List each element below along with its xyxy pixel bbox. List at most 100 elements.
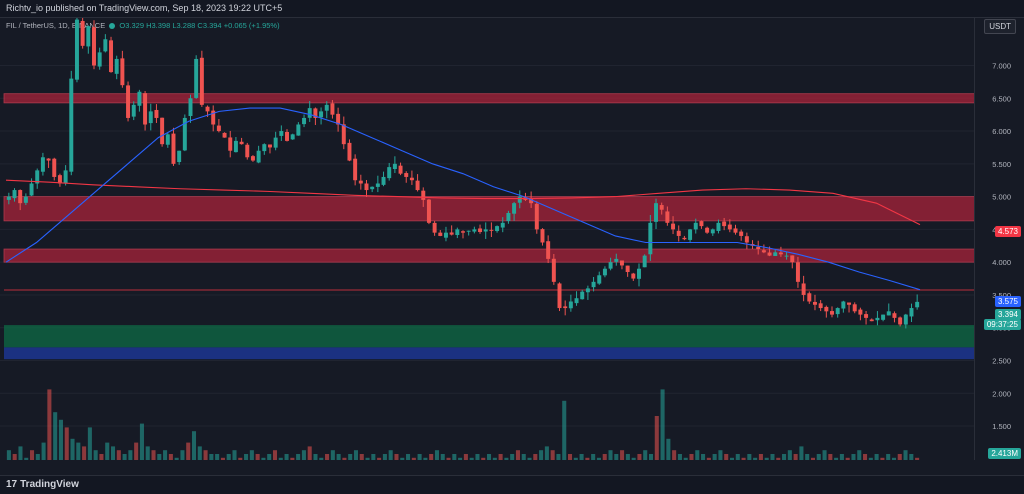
volume-bar: [47, 389, 52, 460]
volume-bar: [394, 454, 399, 460]
symbol-legend: FIL / TetherUS, 1D, BINANCE O3.329 H3.39…: [6, 21, 280, 30]
volume-bar: [197, 446, 202, 460]
volume-bar: [203, 450, 208, 460]
volume-bar: [504, 457, 509, 460]
volume-bar: [267, 454, 272, 460]
y-tick-label: 5.500: [992, 160, 1011, 169]
candle-down: [404, 173, 409, 177]
candle-down: [120, 58, 125, 86]
legend-low: L3.288: [172, 21, 196, 30]
candle-down: [415, 180, 420, 191]
candle-down: [733, 228, 738, 233]
volume-bar: [857, 450, 862, 460]
candle-up: [608, 262, 613, 269]
volume-bar: [515, 450, 520, 460]
candle-down: [739, 231, 744, 236]
candle-up: [148, 111, 153, 124]
candle-down: [18, 190, 23, 204]
candle-up: [23, 196, 28, 203]
candle-up: [307, 108, 312, 118]
candle-down: [812, 301, 817, 305]
candle-down: [211, 110, 216, 125]
candle-up: [12, 190, 17, 199]
candle-down: [171, 133, 176, 164]
volume-bar: [805, 454, 810, 460]
volume-bar: [87, 427, 92, 460]
volume-bar: [238, 457, 243, 460]
candle-down: [57, 175, 62, 184]
volume-bar: [620, 450, 625, 460]
candle-down: [222, 132, 227, 138]
currency-button[interactable]: USDT: [984, 19, 1016, 34]
volume-bar: [591, 454, 596, 460]
volume-bar: [701, 454, 706, 460]
candle-up: [710, 229, 715, 234]
volume-bar: [70, 438, 75, 460]
price-axis[interactable]: [974, 18, 1024, 460]
candle-up: [602, 268, 607, 276]
candle-down: [398, 165, 403, 174]
volume-bar: [82, 446, 87, 460]
volume-bar: [296, 454, 301, 460]
legend-open: O3.329: [119, 21, 144, 30]
volume-bar: [180, 450, 185, 460]
volume-bar: [724, 454, 729, 460]
candle-down: [824, 306, 829, 312]
candle-down: [267, 144, 272, 148]
candle-down: [705, 227, 710, 233]
market-status-icon: [109, 23, 116, 30]
candle-down: [409, 177, 414, 181]
candle-up: [6, 196, 11, 200]
volume-bar: [12, 454, 17, 460]
volume-bar: [521, 454, 526, 460]
volume-bar: [469, 457, 474, 460]
candle-up: [466, 230, 471, 232]
volume-bar: [163, 450, 168, 460]
volume-bar: [706, 457, 711, 460]
volume-bar: [446, 457, 451, 460]
volume-bar: [799, 446, 804, 460]
price-chart[interactable]: 13Mar13Apr17May15Jun19Jul17Aug14Sep18Oct: [0, 18, 975, 460]
candle-up: [881, 314, 886, 320]
volume-bar: [157, 454, 162, 460]
volume-bar: [579, 454, 584, 460]
symbol-name[interactable]: FIL / TetherUS, 1D, BINANCE: [6, 21, 106, 30]
candle-down: [744, 236, 749, 243]
candle-down: [625, 265, 630, 272]
candle-up: [296, 124, 301, 136]
candle-down: [353, 158, 358, 181]
volume-bar: [209, 454, 214, 460]
tradingview-logo[interactable]: 17 TradingView: [6, 479, 79, 490]
candle-down: [795, 262, 800, 282]
candle-up: [194, 58, 199, 98]
candle-down: [364, 183, 369, 191]
volume-bar: [145, 446, 150, 460]
volume-bar: [278, 457, 283, 460]
candle-down: [46, 158, 51, 161]
volume-bar: [463, 454, 468, 460]
candle-up: [40, 157, 45, 172]
y-tick-label: 2.000: [992, 389, 1011, 398]
candle-up: [443, 232, 448, 238]
volume-bar: [712, 454, 717, 460]
volume-bar: [498, 454, 503, 460]
candle-down: [830, 311, 834, 315]
brand-name: TradingView: [20, 479, 79, 490]
candle-down: [619, 260, 624, 266]
candle-up: [472, 229, 477, 232]
volume-bar: [915, 457, 920, 460]
candle-down: [199, 57, 204, 105]
candle-down: [92, 27, 96, 66]
volume-bar: [625, 454, 630, 460]
volume-bar: [226, 454, 231, 460]
volume-bar: [533, 454, 538, 460]
volume-bar: [261, 457, 266, 460]
candle-down: [852, 304, 857, 312]
candle-up: [233, 140, 238, 153]
candle-down: [109, 40, 114, 73]
legend-close: C3.394: [197, 21, 222, 30]
volume-bar: [284, 454, 289, 460]
candle-down: [818, 303, 823, 309]
candle-up: [648, 222, 653, 255]
candle-down: [336, 113, 341, 125]
